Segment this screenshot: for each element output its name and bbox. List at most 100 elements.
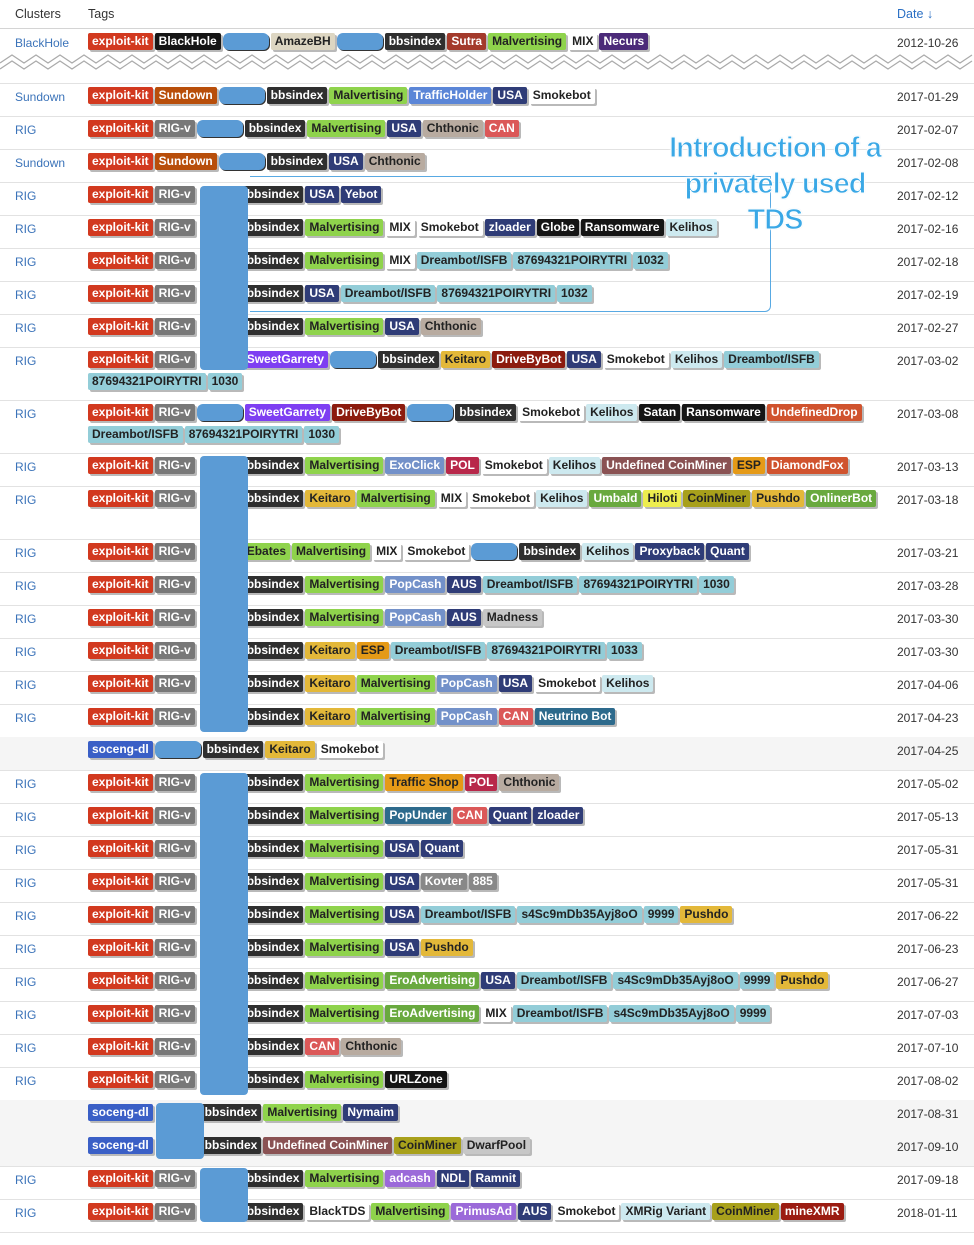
tag-badge[interactable]: Ransomware bbox=[682, 404, 765, 421]
tag-badge[interactable]: Sutra bbox=[447, 33, 487, 50]
tag-badge[interactable]: s4Sc9mDb35Ayj8oO bbox=[613, 972, 738, 989]
tag-badge[interactable]: bbsindex bbox=[242, 219, 304, 236]
tag-badge[interactable]: AUS bbox=[447, 576, 481, 593]
tag-badge[interactable]: Malvertising bbox=[307, 120, 386, 137]
tag-badge[interactable]: Chthonic bbox=[420, 318, 481, 335]
cluster-link[interactable]: RIG bbox=[15, 321, 37, 335]
tag-badge[interactable]: AmazeBH bbox=[270, 33, 335, 50]
tag-badge[interactable]: Necurs bbox=[599, 33, 649, 50]
tag-badge[interactable]: Malvertising bbox=[305, 1071, 384, 1088]
tag-badge[interactable]: bbsindex bbox=[242, 609, 304, 626]
tag-badge[interactable]: Ramnit bbox=[471, 1170, 521, 1187]
cluster-link[interactable]: RIG bbox=[15, 1206, 37, 1220]
tag-badge[interactable]: exploit-kit bbox=[88, 939, 153, 956]
tag-badge[interactable]: Kelihos bbox=[536, 490, 588, 507]
tag-badge[interactable]: Dreambot/ISFB bbox=[88, 426, 183, 443]
tag-badge[interactable]: MIX bbox=[385, 219, 415, 236]
tag-badge[interactable]: 1032 bbox=[633, 252, 668, 269]
tag-badge[interactable]: 87694321POIRYTRI bbox=[513, 252, 632, 269]
tag-badge[interactable]: Chthonic bbox=[341, 1038, 402, 1055]
tags-column-header[interactable]: Tags bbox=[88, 7, 115, 21]
tag-badge[interactable]: EroAdvertising bbox=[385, 972, 480, 989]
tag-badge[interactable]: Smokebot bbox=[534, 675, 601, 692]
tag-badge[interactable]: 87694321POIRYTRI bbox=[184, 426, 303, 443]
tag-badge[interactable]: AUS bbox=[447, 609, 481, 626]
tag-badge[interactable]: URLZone bbox=[385, 1071, 447, 1088]
tag-badge[interactable]: bbsindex bbox=[266, 87, 328, 104]
tag-badge[interactable]: Dreambot/ISFB bbox=[390, 642, 486, 659]
tag-badge[interactable]: Malvertising bbox=[305, 939, 384, 956]
tag-badge[interactable]: RIG-v bbox=[154, 1071, 195, 1088]
tag-badge[interactable]: exploit-kit bbox=[88, 457, 153, 474]
cluster-link[interactable]: RIG bbox=[15, 546, 37, 560]
tag-badge[interactable]: bbsindex bbox=[242, 708, 304, 725]
tag-badge[interactable]: AUS bbox=[518, 1203, 552, 1220]
tag-badge[interactable]: PopCash bbox=[436, 708, 497, 725]
tag-badge[interactable]: RIG-v bbox=[154, 351, 195, 368]
tag-badge[interactable]: PopCash bbox=[385, 576, 446, 593]
tag-badge[interactable]: exploit-kit bbox=[88, 906, 153, 923]
tag-badge[interactable]: bbsindex bbox=[242, 186, 304, 203]
tag-badge[interactable]: mineXMR bbox=[780, 1203, 844, 1220]
cluster-link[interactable]: RIG bbox=[15, 460, 37, 474]
tag-badge[interactable]: Malvertising bbox=[305, 840, 384, 857]
tag-badge[interactable]: 1030 bbox=[207, 373, 243, 390]
tag-badge[interactable]: exploit-kit bbox=[88, 1038, 153, 1055]
tag-badge[interactable]: 87694321POIRYTRI bbox=[88, 373, 206, 390]
tag-badge[interactable]: MIX bbox=[568, 33, 598, 50]
tag-badge[interactable]: bbsindex bbox=[242, 840, 304, 857]
tag-badge[interactable]: bbsindex bbox=[378, 351, 439, 368]
tag-badge[interactable]: bbsindex bbox=[266, 153, 328, 170]
tag-badge[interactable]: ExoClick bbox=[385, 457, 445, 474]
tag-badge[interactable]: bbsindex bbox=[242, 1005, 304, 1022]
tag-badge[interactable]: exploit-kit bbox=[88, 1170, 153, 1187]
tag-badge[interactable]: bbsindex bbox=[455, 404, 517, 421]
tag-badge[interactable]: exploit-kit bbox=[88, 219, 153, 236]
tag-badge[interactable]: exploit-kit bbox=[88, 873, 153, 890]
tag-badge[interactable]: Smokebot bbox=[602, 351, 669, 368]
tag-badge[interactable]: Smokebot bbox=[316, 741, 383, 758]
tag-badge[interactable]: bbsindex bbox=[242, 490, 304, 507]
cluster-link[interactable]: RIG bbox=[15, 909, 37, 923]
tag-badge[interactable]: MIX bbox=[385, 252, 415, 269]
tag-badge[interactable]: 87694321POIRYTRI bbox=[487, 642, 606, 659]
cluster-link[interactable]: RIG bbox=[15, 123, 37, 137]
tag-badge[interactable]: Madness bbox=[482, 609, 543, 626]
tag-badge[interactable]: bbsindex bbox=[242, 285, 304, 302]
tag-badge[interactable]: Umbald bbox=[589, 490, 642, 507]
tag-badge[interactable]: bbsindex bbox=[244, 120, 306, 137]
tag-badge[interactable]: USA bbox=[498, 675, 533, 692]
tag-badge[interactable]: exploit-kit bbox=[88, 642, 153, 659]
tag-badge[interactable]: bbsindex bbox=[242, 318, 304, 335]
tag-badge[interactable]: POL bbox=[446, 457, 479, 474]
cluster-link[interactable]: RIG bbox=[15, 1173, 37, 1187]
tag-badge[interactable]: exploit-kit bbox=[88, 87, 153, 104]
tag-badge[interactable]: Keitaro bbox=[305, 642, 355, 659]
tag-badge[interactable]: bbsindex bbox=[242, 939, 304, 956]
tag-badge[interactable]: zloader bbox=[533, 807, 584, 824]
tag-badge[interactable]: bbsindex bbox=[200, 1104, 262, 1121]
tag-badge[interactable]: Smokebot bbox=[468, 490, 535, 507]
tag-badge[interactable]: CoinMiner bbox=[712, 1203, 779, 1220]
tag-badge[interactable]: Satan bbox=[639, 404, 681, 421]
tag-badge[interactable]: RIG-v bbox=[154, 774, 195, 791]
tag-badge[interactable]: USA bbox=[385, 840, 419, 857]
tag-badge[interactable]: Smokebot bbox=[528, 87, 595, 104]
cluster-link[interactable]: BlackHole bbox=[15, 36, 70, 50]
tag-badge[interactable]: RIG-v bbox=[154, 840, 195, 857]
tag-badge[interactable]: USA bbox=[385, 318, 419, 335]
tag-badge[interactable]: Kelihos bbox=[670, 351, 723, 368]
tag-badge[interactable]: Keitaro bbox=[305, 708, 355, 725]
tag-badge[interactable]: RIG-v bbox=[154, 285, 195, 302]
tag-badge[interactable]: OnlinerBot bbox=[806, 490, 877, 507]
tag-badge[interactable]: Pushdo bbox=[420, 939, 473, 956]
tag-badge[interactable]: Malvertising bbox=[305, 318, 384, 335]
tag-badge[interactable]: soceng-dl bbox=[88, 1104, 153, 1121]
tag-badge[interactable]: bbsindex bbox=[242, 1071, 304, 1088]
tag-badge[interactable]: Malvertising bbox=[305, 609, 384, 626]
tag-badge[interactable]: 87694321POIRYTRI bbox=[437, 285, 556, 302]
tag-badge[interactable]: exploit-kit bbox=[88, 153, 153, 170]
tag-badge[interactable]: RIG-v bbox=[154, 1038, 195, 1055]
tag-badge[interactable]: 885 bbox=[468, 873, 497, 890]
tag-badge[interactable]: Quant bbox=[706, 543, 749, 560]
